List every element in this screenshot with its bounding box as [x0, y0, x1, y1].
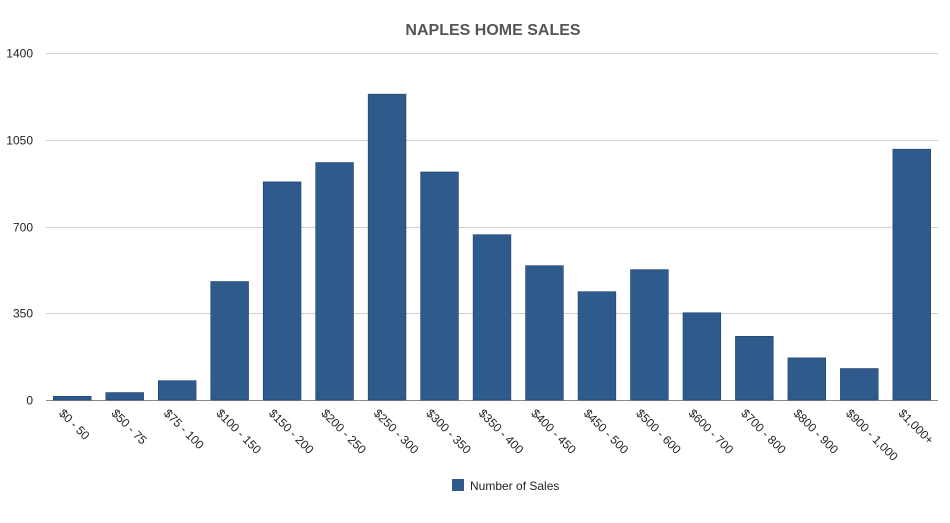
bar	[157, 380, 197, 401]
y-tick-label: 350	[13, 307, 33, 321]
bar	[682, 312, 722, 401]
bar	[787, 357, 827, 401]
bar	[262, 181, 302, 401]
x-axis-ticks: $0 - 50 $50 - 75 $75 - 100 $100 - 150 $150 -…	[56, 406, 936, 464]
bar	[420, 171, 459, 401]
x-tick-label: $700 - 800	[738, 406, 789, 457]
bar	[577, 291, 617, 401]
bar	[892, 148, 931, 401]
x-tick-label: $500 - 600	[633, 406, 684, 457]
x-tick-label: $200 - 250	[318, 406, 369, 457]
bar	[105, 392, 144, 401]
x-tick-label: $250 - 300	[371, 406, 422, 457]
bar	[630, 269, 669, 401]
bar	[840, 368, 879, 401]
bar	[210, 281, 249, 401]
gridlines	[46, 53, 938, 401]
bar	[472, 234, 512, 401]
y-tick-label: 0	[26, 394, 33, 408]
x-tick-label: $1,000+	[896, 406, 937, 447]
y-tick-label: 1400	[6, 47, 33, 61]
chart-title: NAPLES HOME SALES	[405, 22, 580, 39]
x-tick-label: $350 - 400	[476, 406, 527, 457]
legend-swatch	[452, 479, 464, 491]
x-tick-label: $150 - 200	[266, 406, 317, 457]
y-tick-label: 700	[13, 221, 33, 235]
bar	[53, 395, 92, 401]
x-tick-label: $50 - 75	[109, 406, 150, 447]
bar	[735, 335, 774, 401]
bar	[367, 93, 407, 401]
y-axis-ticks: 0 350 700 1050 1400	[6, 47, 33, 408]
legend-label: Number of Sales	[470, 479, 559, 493]
x-tick-label: $600 - 700	[686, 406, 737, 457]
x-tick-label: $900 - 1,000	[843, 406, 901, 464]
x-tick-label: $450 - 500	[581, 406, 632, 457]
legend: Number of Sales	[452, 479, 559, 493]
bars	[53, 93, 931, 401]
x-tick-label: $75 - 100	[161, 406, 207, 452]
y-tick-label: 1050	[6, 134, 33, 148]
bar	[525, 265, 564, 401]
x-tick-label: $0 - 50	[56, 406, 93, 443]
x-tick-label: $800 - 900	[791, 406, 842, 457]
x-tick-label: $100 - 150	[214, 406, 265, 457]
x-tick-label: $400 - 450	[528, 406, 579, 457]
bar	[315, 162, 354, 401]
x-tick-label: $300 - 350	[423, 406, 474, 457]
